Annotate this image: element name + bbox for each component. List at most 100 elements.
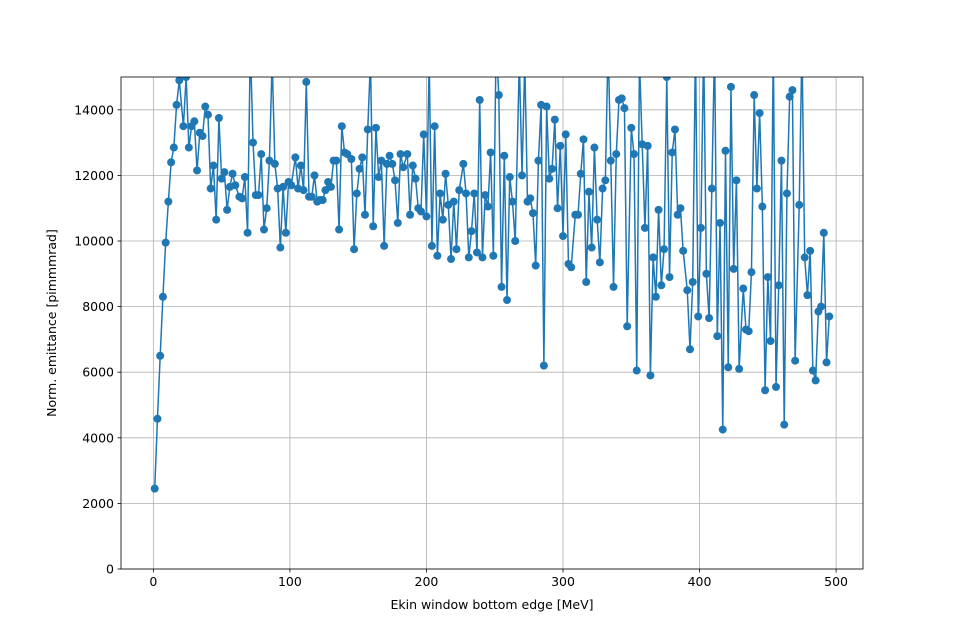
data-line — [153, 77, 831, 489]
data-point — [167, 158, 176, 167]
data-point — [464, 253, 473, 262]
data-point — [526, 194, 535, 203]
data-point — [436, 189, 445, 198]
data-point — [640, 223, 649, 232]
data-point — [785, 92, 794, 101]
data-point — [302, 77, 311, 86]
data-point — [470, 189, 479, 198]
data-point — [574, 210, 583, 219]
data-point — [528, 209, 537, 218]
data-point — [539, 361, 548, 370]
data-point — [257, 150, 266, 159]
data-point — [545, 174, 554, 183]
data-point — [617, 94, 626, 103]
data-point — [403, 150, 412, 159]
data-point — [472, 248, 481, 257]
x-tick-label: 100 — [278, 574, 302, 589]
data-point — [228, 169, 237, 178]
data-point — [598, 184, 607, 193]
data-point — [505, 173, 514, 182]
data-point — [220, 168, 229, 177]
data-point — [744, 327, 753, 336]
axes-frame — [120, 76, 864, 570]
data-point — [683, 286, 692, 295]
data-point — [212, 215, 221, 224]
x-tick-label: 300 — [551, 574, 575, 589]
data-point — [363, 125, 372, 134]
data-point — [184, 143, 193, 152]
data-point — [627, 123, 636, 132]
data-point — [534, 156, 543, 165]
x-tick-label: 400 — [688, 574, 712, 589]
data-point — [161, 238, 170, 247]
data-point — [486, 148, 495, 157]
data-point — [281, 228, 290, 237]
data-point — [724, 363, 733, 372]
data-point — [175, 77, 184, 85]
data-point — [713, 332, 722, 341]
data-point — [612, 150, 621, 159]
data-point — [795, 200, 804, 209]
data-point — [358, 153, 367, 162]
data-point — [475, 95, 484, 104]
data-point — [726, 82, 735, 91]
data-point — [217, 174, 226, 183]
data-point — [542, 102, 551, 111]
data-point — [350, 245, 359, 254]
data-point — [651, 292, 660, 301]
data-point — [729, 264, 738, 273]
data-point — [582, 278, 591, 286]
data-point — [803, 291, 812, 300]
data-point — [755, 109, 764, 118]
data-point — [459, 159, 468, 168]
data-point — [702, 269, 711, 278]
data-point — [721, 146, 730, 155]
data-point — [254, 191, 263, 200]
data-point — [559, 232, 568, 241]
data-point — [279, 182, 288, 191]
data-point — [203, 110, 212, 119]
data-point — [406, 210, 415, 219]
data-point — [705, 314, 714, 323]
data-point — [777, 156, 786, 165]
data-point — [649, 253, 658, 262]
data-point — [455, 186, 464, 195]
data-point — [361, 210, 370, 219]
data-point — [668, 148, 677, 157]
data-point — [673, 210, 682, 219]
data-point — [657, 281, 666, 290]
data-point — [422, 212, 431, 221]
data-point — [497, 282, 506, 291]
data-point — [198, 132, 207, 141]
data-point — [780, 420, 789, 429]
data-point — [576, 169, 585, 178]
data-point — [427, 241, 436, 250]
data-point — [788, 86, 797, 95]
data-point — [808, 366, 817, 375]
data-point — [270, 159, 279, 168]
data-point — [550, 115, 559, 124]
data-point — [467, 227, 476, 236]
data-point — [158, 292, 167, 301]
data-point — [240, 173, 249, 182]
data-point — [791, 356, 800, 365]
data-point — [489, 251, 498, 260]
data-point — [483, 202, 492, 211]
y-tick-label: 4000 — [82, 430, 114, 445]
data-point — [276, 243, 285, 252]
data-point — [374, 173, 383, 182]
data-point — [172, 100, 181, 109]
data-point — [209, 161, 218, 170]
data-point — [352, 189, 361, 198]
data-point — [750, 91, 759, 100]
x-axis-label: Ekin window bottom edge [MeV] — [390, 597, 593, 612]
data-point — [601, 176, 610, 185]
data-point — [632, 366, 641, 375]
data-point — [231, 181, 240, 190]
data-point — [590, 143, 599, 152]
data-point — [531, 261, 540, 270]
data-point — [500, 151, 509, 160]
data-point — [643, 141, 652, 150]
data-point — [654, 205, 663, 214]
data-point — [481, 191, 490, 200]
